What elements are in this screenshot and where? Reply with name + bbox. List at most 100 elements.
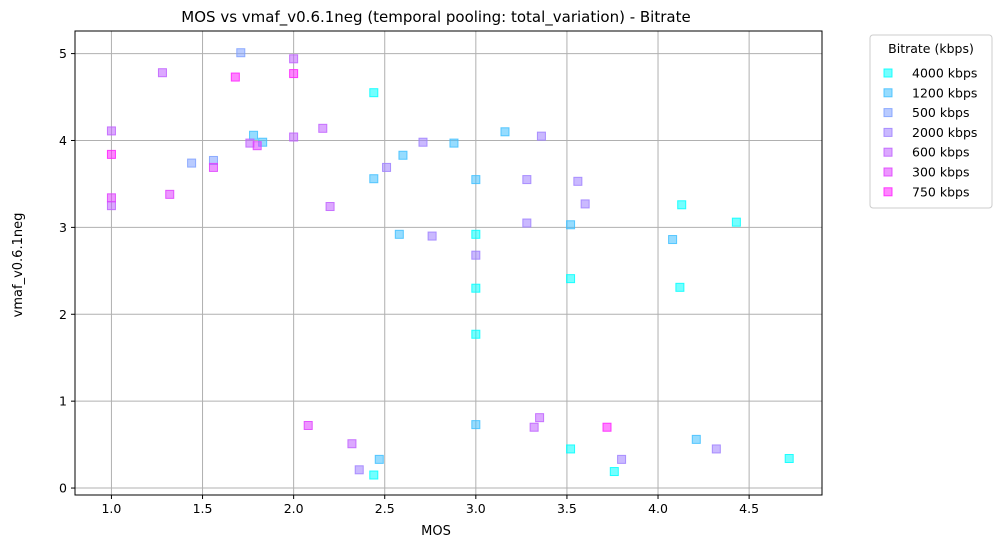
legend-entry: 4000 kbps [912, 66, 977, 81]
x-tick-label: 1.0 [101, 501, 121, 516]
legend-entry: 300 kbps [912, 165, 969, 180]
x-tick-label: 2.0 [284, 501, 304, 516]
y-axis-ticks: 0 1 2 3 4 5 [59, 46, 75, 496]
data-point [106, 149, 116, 159]
data-points [106, 48, 794, 480]
legend-entry: 500 kbps [912, 105, 969, 120]
data-point [536, 131, 546, 141]
y-tick-label: 1 [59, 394, 67, 409]
data-point [535, 413, 545, 423]
legend-entry: 600 kbps [912, 145, 969, 160]
data-point [471, 229, 481, 239]
legend-box [869, 34, 993, 209]
x-tick-label: 3.0 [466, 501, 486, 516]
data-point [398, 150, 408, 160]
data-point [471, 329, 481, 339]
data-point [165, 189, 175, 199]
legend-marker [883, 167, 893, 177]
legend-entry: 1200 kbps [912, 85, 977, 100]
data-point [318, 123, 328, 133]
x-tick-label: 4.5 [739, 501, 759, 516]
x-axis-label: MOS [421, 524, 451, 539]
data-point [522, 218, 532, 228]
data-point [566, 220, 576, 230]
x-tick-label: 4.0 [648, 501, 668, 516]
data-point [573, 176, 583, 186]
data-point [106, 126, 116, 136]
series-points [369, 88, 794, 480]
data-point [609, 467, 619, 477]
data-point [369, 174, 379, 184]
data-point [471, 420, 481, 430]
x-axis-ticks: 1.0 1.5 2.0 2.5 3.0 3.5 4.0 4.5 [101, 495, 759, 516]
y-tick-label: 4 [59, 133, 67, 148]
data-point [566, 444, 576, 454]
data-point [249, 130, 259, 140]
data-point [731, 217, 741, 227]
data-point [471, 175, 481, 185]
legend: Bitrate (kbps) 4000 kbps 1200 kbps 500 kbp… [869, 34, 993, 209]
series-points [249, 127, 701, 464]
y-tick-label: 5 [59, 46, 67, 61]
data-point [500, 127, 510, 137]
data-point [677, 200, 687, 210]
data-point [427, 231, 437, 241]
data-point [157, 68, 167, 78]
legend-marker [883, 127, 893, 137]
data-point [369, 88, 379, 98]
y-tick-label: 2 [59, 307, 67, 322]
legend-marker [883, 68, 893, 78]
legend-marker [883, 147, 893, 157]
data-point [374, 454, 384, 464]
data-point [347, 439, 357, 449]
data-point [602, 422, 612, 432]
legend-marker [883, 108, 893, 118]
data-point [354, 465, 364, 475]
x-tick-label: 1.5 [193, 501, 213, 516]
grid-lines [75, 31, 822, 495]
data-point [580, 199, 590, 209]
legend-marker [883, 88, 893, 98]
data-point [236, 48, 246, 58]
plot-frame [74, 30, 823, 496]
legend-title: Bitrate (kbps) [888, 41, 974, 56]
data-point [449, 138, 459, 148]
data-point [289, 54, 299, 64]
data-point [566, 274, 576, 284]
data-point [187, 158, 197, 168]
data-point [208, 162, 218, 172]
data-point [784, 454, 794, 464]
legend-entry: 750 kbps [912, 184, 969, 199]
legend-entry: 2000 kbps [912, 125, 977, 140]
legend-marker [883, 187, 893, 197]
chart-title: MOS vs vmaf_v0.6.1neg (temporal pooling:… [181, 8, 690, 27]
data-point [471, 250, 481, 260]
y-tick-label: 0 [59, 481, 67, 496]
y-tick-label: 3 [59, 220, 67, 235]
series-points [106, 69, 612, 432]
data-point [106, 193, 116, 203]
series-points [106, 141, 313, 430]
data-point [369, 470, 379, 480]
series-points [354, 131, 721, 475]
y-axis-label: vmaf_v0.6.1neg [11, 213, 26, 318]
series-points [106, 54, 545, 449]
data-point [691, 434, 701, 444]
data-point [106, 201, 116, 211]
data-point [289, 132, 299, 142]
data-point [668, 235, 678, 245]
x-tick-label: 2.5 [375, 501, 395, 516]
data-point [675, 282, 685, 292]
data-point [471, 283, 481, 293]
x-tick-label: 3.5 [557, 501, 577, 516]
data-point [303, 420, 313, 430]
data-point [289, 69, 299, 79]
data-point [382, 162, 392, 172]
data-point [394, 229, 404, 239]
data-point [230, 72, 240, 82]
series-points [187, 48, 246, 168]
data-point [522, 175, 532, 185]
data-point [325, 202, 335, 212]
data-point [418, 137, 428, 147]
